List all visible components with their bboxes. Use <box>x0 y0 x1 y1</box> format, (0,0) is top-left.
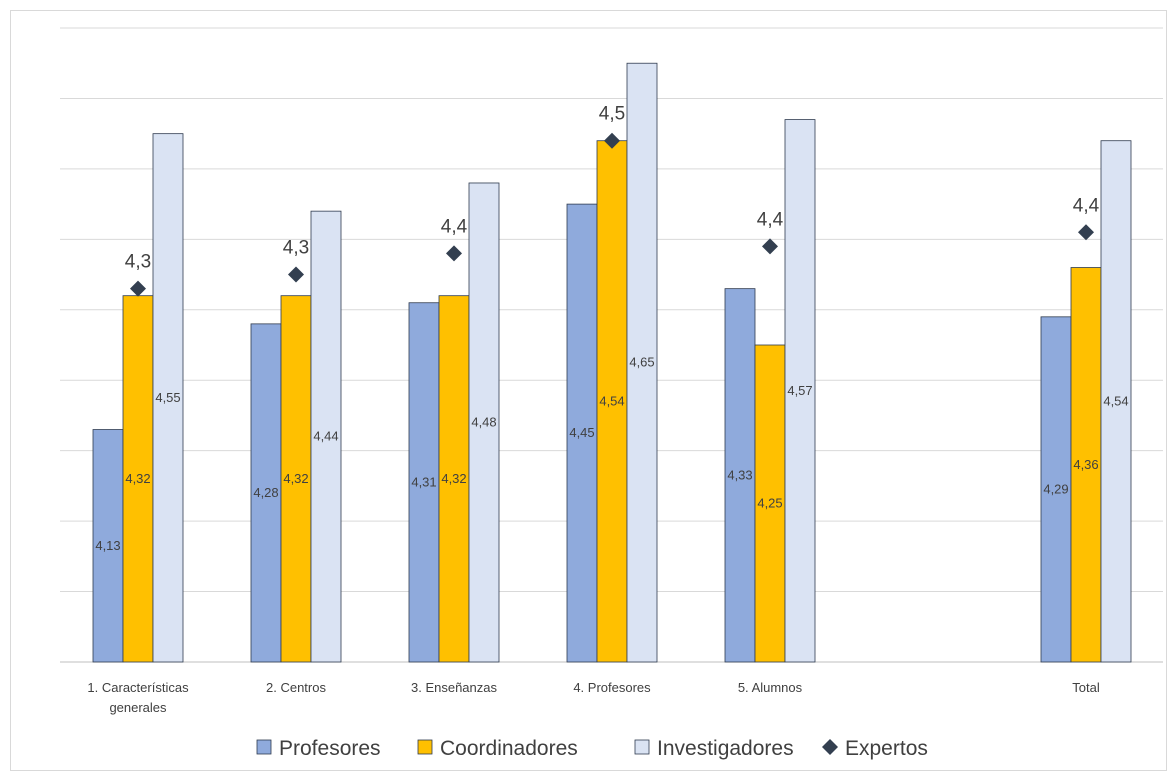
expertos-value-label: 4,4 <box>1073 195 1100 216</box>
bar-profesores <box>250 323 282 663</box>
expertos-value-label: 4,3 <box>125 252 151 273</box>
category-group: 4,13 4,32 4,55 4,3 1. Características general… <box>87 133 189 715</box>
legend-label: Expertos <box>845 737 928 760</box>
expertos-marker <box>130 280 146 297</box>
bar-value-label: 4,44 <box>313 429 338 444</box>
bar-coordinadores <box>1070 267 1102 663</box>
expertos-value-label: 4,4 <box>757 209 784 230</box>
bar-investigadores <box>310 210 342 663</box>
bar-value-label: 4,25 <box>757 496 782 511</box>
chart-frame <box>10 10 1167 771</box>
category-label: generales <box>109 700 167 715</box>
bar-investigadores <box>1100 140 1132 663</box>
bar-coordinadores <box>754 344 786 663</box>
expertos-value-label: 4,5 <box>599 104 625 125</box>
legend-label: Investigadores <box>657 737 794 760</box>
bar-value-label: 4,31 <box>411 474 436 489</box>
bar-value-label: 4,32 <box>441 471 466 486</box>
bar-profesores <box>724 288 756 663</box>
expertos-value-label: 4,4 <box>441 216 468 237</box>
bar-value-label: 4,36 <box>1073 457 1098 472</box>
category-group: 4,45 4,54 4,65 4,5 4. Profesores <box>566 62 658 695</box>
category-group: 4,28 4,32 4,44 4,3 2. Centros <box>250 210 342 695</box>
legend-swatch <box>417 739 433 755</box>
category-group: 4,31 4,32 4,48 4,4 3. Enseñanzas <box>408 182 500 695</box>
category-label: 5. Alumnos <box>738 680 803 695</box>
legend-label: Profesores <box>279 737 381 760</box>
bar-value-label: 4,32 <box>125 471 150 486</box>
legend-swatch <box>634 739 650 755</box>
legend-label: Coordinadores <box>440 737 578 760</box>
bar-value-label: 4,28 <box>253 485 278 500</box>
category-group: 4,29 4,36 4,54 4,4 Total <box>1040 140 1132 695</box>
bar-coordinadores <box>122 295 154 663</box>
legend-item: Profesores <box>256 737 381 760</box>
category-label: 4. Profesores <box>573 680 651 695</box>
bar-profesores <box>92 429 124 663</box>
legend-item: Coordinadores <box>417 737 578 760</box>
bar-coordinadores <box>596 140 628 663</box>
expertos-marker <box>762 238 778 255</box>
bar-investigadores <box>152 133 184 663</box>
legend-item: Investigadores <box>634 737 794 760</box>
bar-investigadores <box>784 119 816 663</box>
legend-swatch <box>822 739 838 755</box>
legend: Profesores Coordinadores Investigadores Exp… <box>256 737 928 760</box>
bar-profesores <box>1040 316 1072 663</box>
bar-value-label: 4,29 <box>1043 481 1068 496</box>
bar-value-label: 4,45 <box>569 425 594 440</box>
bar-value-label: 4,65 <box>629 355 654 370</box>
category-label: 3. Enseñanzas <box>411 680 498 695</box>
category-label: 2. Centros <box>266 680 326 695</box>
expertos-marker <box>288 266 304 283</box>
bar-value-label: 4,54 <box>1103 393 1128 408</box>
category-group: 4,33 4,25 4,57 4,4 5. Alumnos <box>724 119 816 695</box>
legend-item: Expertos <box>822 737 928 760</box>
expertos-marker <box>604 132 620 149</box>
bar-investigadores <box>468 182 500 663</box>
bar-value-label: 4,57 <box>787 383 812 398</box>
bar-profesores <box>566 203 598 663</box>
legend-swatch <box>256 739 272 755</box>
bar-value-label: 4,54 <box>599 393 624 408</box>
category-label: 1. Características <box>87 680 189 695</box>
bar-value-label: 4,33 <box>727 467 752 482</box>
expertos-marker <box>1078 224 1094 241</box>
bar-value-label: 4,13 <box>95 538 120 553</box>
bar-investigadores <box>626 62 658 663</box>
bar-value-label: 4,55 <box>155 390 180 405</box>
category-label: Total <box>1072 680 1100 695</box>
expertos-marker <box>446 245 462 262</box>
bar-value-label: 4,48 <box>471 414 496 429</box>
bar-value-label: 4,32 <box>283 471 308 486</box>
bar-coordinadores <box>438 295 470 663</box>
expertos-value-label: 4,3 <box>283 238 309 259</box>
bar-coordinadores <box>280 295 312 663</box>
